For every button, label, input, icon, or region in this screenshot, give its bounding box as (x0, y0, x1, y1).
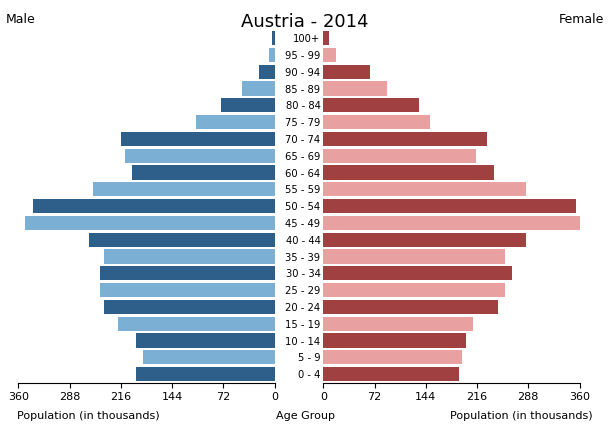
Bar (132, 165, 274, 180)
Bar (323, 232, 526, 247)
Bar (323, 98, 420, 113)
Bar (90, 232, 275, 247)
Bar (323, 65, 370, 79)
Bar (26, 216, 274, 230)
Bar (104, 300, 274, 314)
Bar (323, 182, 526, 196)
Bar (269, 48, 274, 62)
Text: Age Group: Age Group (276, 411, 334, 421)
Bar (323, 283, 505, 297)
Bar (143, 350, 274, 365)
Bar (323, 48, 336, 62)
Bar (323, 249, 505, 264)
Bar (323, 300, 498, 314)
Bar (323, 266, 512, 280)
Bar (242, 82, 274, 96)
Text: Austria - 2014: Austria - 2014 (241, 13, 369, 31)
Bar (125, 149, 274, 163)
Bar (323, 367, 459, 381)
Bar (259, 65, 274, 79)
Bar (323, 317, 473, 331)
Bar (323, 199, 576, 213)
Bar (121, 132, 274, 146)
Bar (272, 31, 274, 45)
Bar (100, 266, 274, 280)
Bar (323, 132, 487, 146)
Bar (323, 333, 465, 348)
Bar (323, 216, 580, 230)
Bar (100, 283, 274, 297)
Bar (323, 115, 430, 129)
Bar (118, 317, 274, 331)
Bar (104, 249, 274, 264)
Bar (196, 115, 274, 129)
Bar (323, 149, 476, 163)
Text: Population (in thousands): Population (in thousands) (450, 411, 593, 421)
Bar (135, 333, 274, 348)
Bar (323, 31, 329, 45)
Bar (323, 82, 387, 96)
Text: Male: Male (6, 13, 36, 26)
Bar (32, 199, 274, 213)
Text: Population (in thousands): Population (in thousands) (17, 411, 160, 421)
Bar (221, 98, 274, 113)
Bar (135, 367, 274, 381)
Bar (323, 165, 494, 180)
Bar (323, 350, 462, 365)
Bar (93, 182, 274, 196)
Text: Female: Female (559, 13, 604, 26)
